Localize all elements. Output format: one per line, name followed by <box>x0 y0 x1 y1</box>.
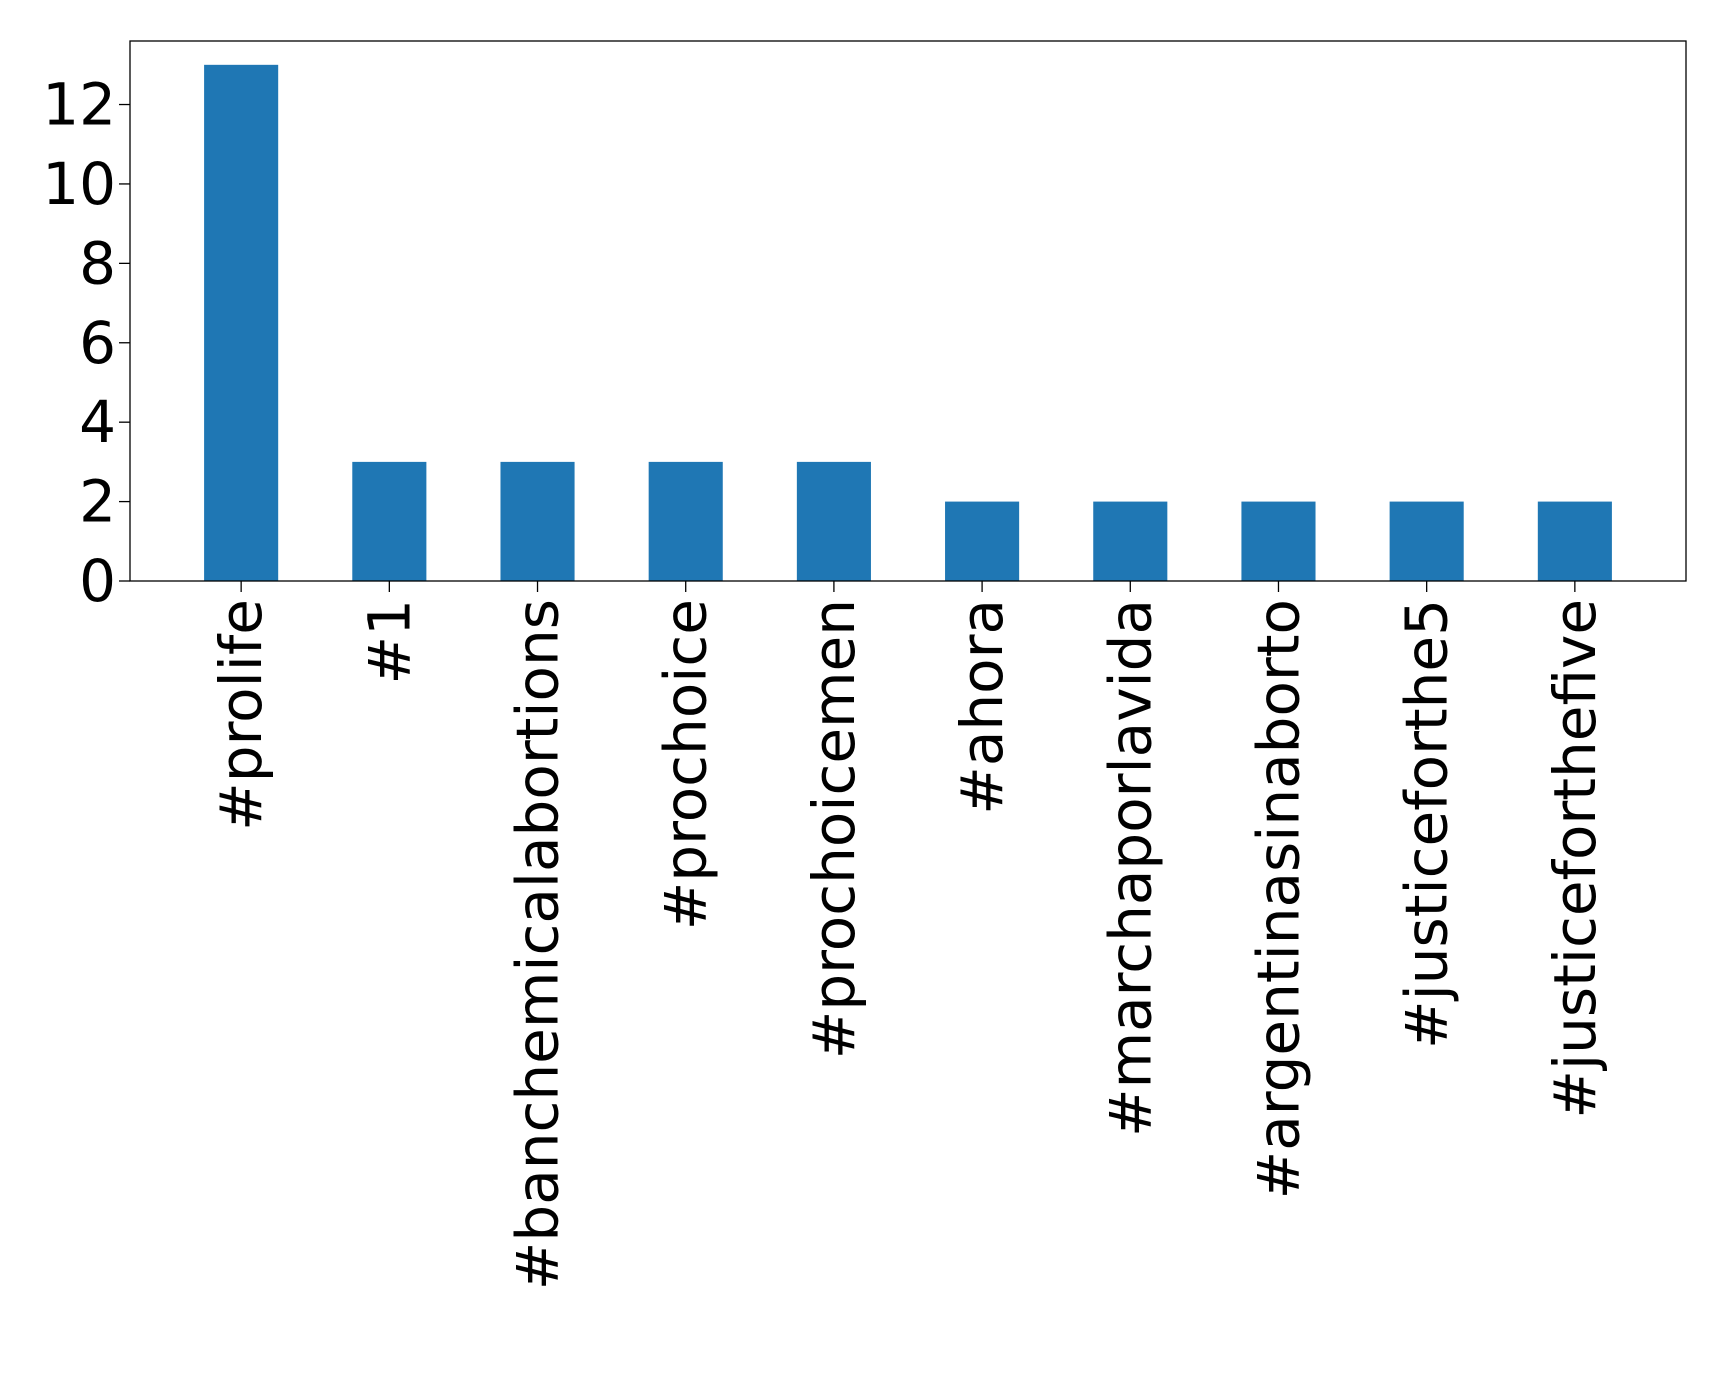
bar-7 <box>1241 501 1316 581</box>
x-tick-label-5: #ahora <box>948 599 1016 815</box>
y-tick-label-6: 12 <box>42 71 116 139</box>
x-tick-label-4: #prochoicemen <box>800 599 868 1059</box>
bar-2 <box>500 461 575 581</box>
bar-4 <box>796 461 871 581</box>
y-tick-label-1: 2 <box>79 468 116 536</box>
bars-group <box>204 64 1612 581</box>
plot-frame <box>129 40 1687 582</box>
bar-3 <box>648 461 723 581</box>
bar-9 <box>1537 501 1612 581</box>
x-tick-label-3: #prochoice <box>652 599 720 930</box>
x-tick-label-2: #banchemicalabortions <box>504 599 572 1290</box>
y-tick-label-0: 0 <box>79 547 116 615</box>
x-tick-label-7: #argentinasinaborto <box>1244 599 1312 1199</box>
y-axis: 0 2 4 6 8 10 12 <box>42 71 130 615</box>
x-tick-label-9: #justiceforthefive <box>1541 599 1609 1119</box>
x-tick-label-8: #justiceforthe5 <box>1393 599 1461 1049</box>
y-tick-label-5: 10 <box>42 150 116 218</box>
y-tick-label-3: 6 <box>79 309 116 377</box>
x-tick-label-0: #prolife <box>207 599 275 831</box>
x-axis: #prolife #1 #banchemicalabortions #prochoic… <box>207 581 1609 1290</box>
x-tick-label-1: #1 <box>355 599 423 685</box>
bar-1 <box>352 461 427 581</box>
y-tick-label-4: 8 <box>79 229 116 297</box>
bar-5 <box>945 501 1020 581</box>
x-tick-label-6: #marchaporlavida <box>1096 599 1164 1137</box>
bar-8 <box>1389 501 1464 581</box>
bar-6 <box>1093 501 1168 581</box>
bar-0 <box>204 64 279 581</box>
y-tick-label-2: 4 <box>79 388 116 456</box>
